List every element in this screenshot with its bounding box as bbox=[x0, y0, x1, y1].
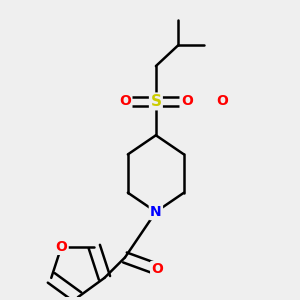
Text: O: O bbox=[181, 94, 193, 108]
Text: N: N bbox=[150, 205, 162, 219]
Text: O: O bbox=[56, 240, 68, 254]
Text: S: S bbox=[150, 94, 161, 109]
Text: O: O bbox=[152, 262, 163, 276]
Text: O: O bbox=[119, 94, 131, 108]
Text: O: O bbox=[216, 94, 228, 108]
Text: O: O bbox=[119, 94, 131, 108]
